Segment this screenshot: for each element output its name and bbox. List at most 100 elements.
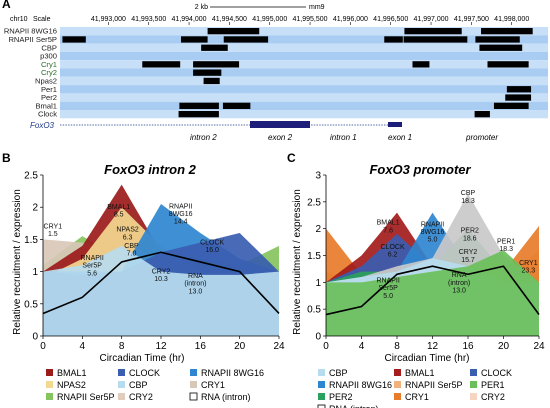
line-rna-intron	[325, 265, 540, 316]
track-row	[60, 93, 548, 102]
data-label: CBP	[124, 243, 139, 250]
peak-block	[207, 28, 260, 35]
region-exon-1: exon 1	[388, 133, 412, 142]
data-label: 13.0	[452, 287, 466, 294]
track-row	[60, 51, 548, 61]
peak-block	[142, 61, 181, 68]
region-intron-2: intron 2	[190, 133, 217, 142]
peak-block	[474, 111, 490, 118]
exon-2-block	[250, 121, 310, 128]
scale-label: Scale	[33, 16, 51, 23]
legend-entry: RNA (intron)	[201, 392, 251, 402]
x-tick-label: 4	[359, 341, 365, 352]
data-label: 18.3	[461, 198, 475, 205]
legend-swatch	[189, 392, 198, 401]
y-tick-label: 0.5	[24, 299, 38, 310]
data-label: BMAL1	[107, 204, 130, 211]
y-tick-label: 1.5	[24, 235, 38, 246]
track-label: Per2	[41, 93, 57, 102]
track-label: Bmal1	[35, 101, 57, 110]
track-label: Clock	[38, 110, 57, 119]
peak-block	[203, 77, 220, 85]
data-label: 8.5	[114, 212, 124, 219]
legend-entry: BMAL1	[57, 368, 87, 378]
coord-tick-label: 41,995,500	[293, 16, 328, 23]
data-label: PER1	[497, 238, 515, 245]
data-label: CLOCK	[381, 244, 405, 251]
data-label: 8WG16	[421, 229, 445, 236]
x-tick-label: 20	[234, 341, 246, 352]
gene-label: FoxO3	[30, 121, 55, 130]
y-tick-label: 2.5	[24, 171, 38, 182]
track-row	[60, 43, 548, 52]
peak-block	[493, 102, 529, 109]
peak-block	[479, 44, 523, 51]
line-rna-intron	[42, 251, 280, 315]
peak-block	[384, 36, 403, 43]
data-label: 13.0	[189, 288, 203, 295]
coord-tick-label: 41,994,500	[212, 16, 247, 23]
data-label: Ser5P	[378, 285, 398, 292]
peak-block	[481, 28, 533, 35]
track-row	[60, 76, 548, 86]
x-tick-label: 16	[462, 341, 474, 352]
data-label: 5.0	[383, 293, 393, 300]
data-label: CLOCK	[200, 240, 224, 247]
data-label: NPAS2	[116, 227, 139, 234]
legend-swatch	[118, 381, 125, 388]
legend-swatch	[318, 369, 325, 376]
chart-c-xlabel: Circadian Time (hr)	[384, 353, 469, 364]
coord-tick-label: 41,996,500	[373, 16, 408, 23]
track-row	[60, 68, 548, 77]
legend-entry: CRY1	[201, 380, 225, 390]
x-tick-label: 24	[273, 341, 285, 352]
peak-block	[178, 111, 219, 118]
legend-entry: CLOCK	[481, 368, 512, 378]
gene-model: FoxO3 intron 2 exon 2 intron 1 exon 1 pr…	[30, 121, 498, 142]
y-tick-label: 0	[315, 332, 321, 343]
data-label: 6.2	[388, 251, 398, 258]
y-tick-label: 0	[32, 332, 38, 343]
x-tick-label: 16	[195, 341, 207, 352]
data-label: CBP	[461, 190, 476, 197]
coord-tick-label: 41,996,000	[333, 16, 368, 23]
region-intron-1: intron 1	[330, 133, 357, 142]
y-tick-label: 1	[315, 278, 321, 289]
coord-tick-label: 41,997,000	[414, 16, 449, 23]
data-label: RNAPII	[80, 255, 103, 262]
legend-entry: CBP	[329, 368, 348, 378]
x-tick-label: 8	[119, 341, 125, 352]
data-label: 18.6	[463, 235, 477, 242]
legend-swatch	[46, 381, 53, 388]
track-label: Cry2	[41, 68, 57, 77]
data-label: 10.3	[154, 276, 168, 283]
data-label: 14.4	[174, 219, 188, 226]
peak-block	[180, 36, 208, 43]
legend-swatch	[190, 381, 197, 388]
coord-tick-label: 41,993,000	[91, 16, 126, 23]
data-label: 1.5	[48, 231, 58, 238]
legend-swatch	[46, 369, 53, 376]
x-tick-label: 12	[155, 341, 167, 352]
data-label: PER2	[461, 228, 479, 235]
data-label: (intron)	[184, 281, 206, 288]
peak-block	[201, 44, 228, 51]
legend-swatch	[46, 393, 53, 400]
y-tick-label: 1.5	[307, 251, 321, 262]
peak-block	[412, 61, 430, 68]
x-tick-label: 24	[533, 341, 545, 352]
x-tick-label: 20	[498, 341, 510, 352]
data-label: RNA	[188, 273, 203, 280]
peak-block	[193, 61, 240, 68]
data-label: 8WG16	[169, 211, 193, 218]
track-label: Per1	[41, 85, 57, 94]
legend-c: CBP BMAL1 CLOCK RNAPII 8WG16 RNAPII Ser5P PER…	[317, 368, 512, 408]
track-label: p300	[40, 52, 57, 61]
peak-block	[506, 86, 532, 93]
data-label: 16.0	[205, 247, 219, 254]
chart-c-ylabel: Relative recruitment / expression	[292, 189, 303, 335]
legend-swatch	[318, 381, 325, 388]
legend-swatch	[394, 393, 401, 400]
chart-b: B FoxO3 intron 2 Relative recruitment / …	[2, 151, 285, 364]
